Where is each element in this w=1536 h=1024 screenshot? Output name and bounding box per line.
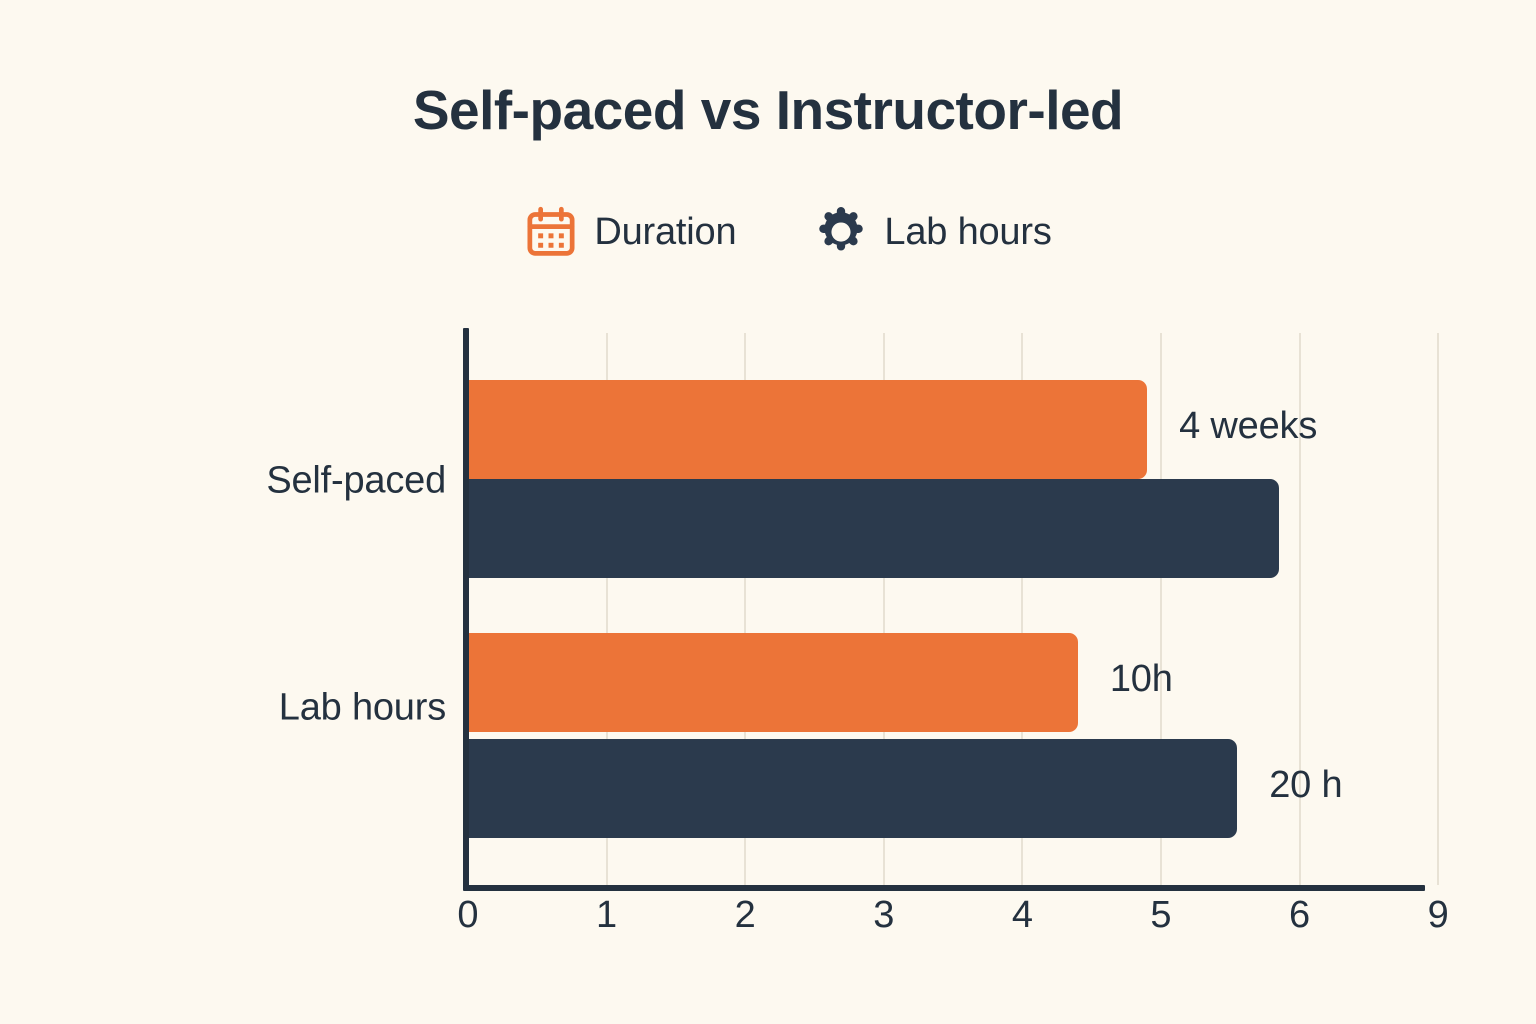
x-tick-label: 6 — [1289, 894, 1311, 936]
gridline — [882, 333, 885, 885]
legend-item-lab-hours[interactable]: Lab hours — [814, 205, 1052, 259]
legend-item-duration[interactable]: Duration — [524, 205, 737, 259]
calendar-icon — [524, 205, 578, 259]
x-tick-label: 2 — [734, 894, 756, 936]
x-tick-label: 1 — [596, 894, 618, 936]
y-tick-label: Lab hours — [278, 686, 446, 729]
gridline — [1298, 333, 1301, 885]
x-tick-label: 9 — [1427, 894, 1449, 936]
chart-title: Self-paced vs Instructor-led — [412, 79, 1124, 141]
bar-value-label: 20 h — [1269, 763, 1343, 806]
bar-value-label: 10h — [1109, 657, 1173, 700]
y-tick-label: Self-paced — [266, 459, 446, 502]
legend-label-duration: Duration — [594, 210, 737, 253]
x-tick-label: 4 — [1011, 894, 1033, 936]
bar-lab-hours-lab-hours[interactable] — [468, 739, 1238, 838]
x-axis-line — [463, 885, 1425, 891]
gridline — [744, 333, 747, 885]
bar-value-label: 4 weeks — [1179, 404, 1318, 447]
x-tick-label: 5 — [1150, 894, 1172, 936]
gridline — [605, 333, 608, 885]
plot-area: 4 weeks 10h 20 h — [463, 328, 1440, 891]
gridlines — [468, 333, 1440, 885]
bar-self-paced-lab-hours[interactable] — [468, 479, 1279, 578]
gear-icon — [814, 205, 868, 259]
chart-legend: Duration Lab hours — [0, 205, 1536, 259]
gridline — [1160, 333, 1162, 885]
gridline — [1021, 333, 1024, 885]
x-tick-label: 0 — [457, 894, 479, 936]
legend-label-lab-hours: Lab hours — [884, 210, 1052, 253]
y-axis-line — [463, 328, 469, 890]
x-tick-label: 3 — [873, 894, 895, 936]
bar-lab-hours-duration[interactable] — [468, 633, 1078, 732]
gridline — [1437, 333, 1440, 885]
bar-self-paced-duration[interactable] — [468, 380, 1148, 479]
